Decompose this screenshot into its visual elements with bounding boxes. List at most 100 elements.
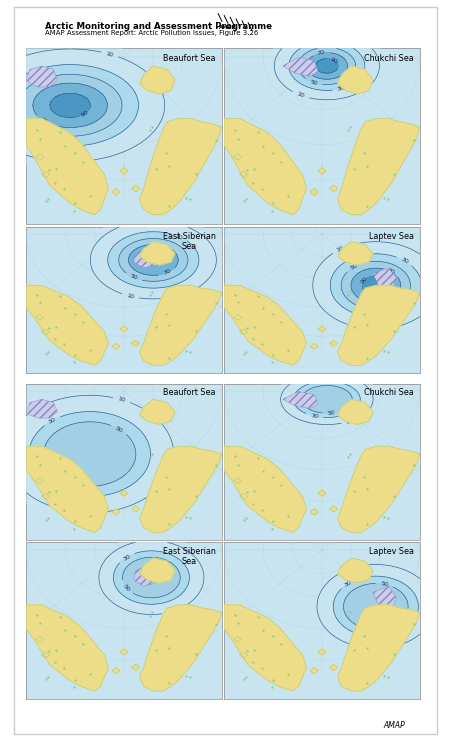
Polygon shape — [373, 586, 396, 609]
Polygon shape — [140, 558, 175, 583]
Text: Beaufort Sea: Beaufort Sea — [163, 388, 216, 397]
Polygon shape — [318, 490, 326, 496]
Polygon shape — [338, 605, 420, 691]
Text: 10: 10 — [297, 92, 306, 99]
Text: 30: 30 — [122, 553, 131, 562]
Polygon shape — [310, 509, 318, 515]
Text: Beaufort Sea: Beaufort Sea — [163, 54, 216, 63]
Polygon shape — [283, 57, 318, 77]
Text: 10: 10 — [126, 293, 135, 299]
Polygon shape — [240, 493, 248, 499]
Polygon shape — [120, 649, 128, 655]
Polygon shape — [42, 652, 50, 658]
Polygon shape — [224, 118, 306, 215]
Text: Laptev Sea: Laptev Sea — [369, 232, 414, 241]
Polygon shape — [283, 392, 318, 409]
Text: 10: 10 — [346, 565, 355, 572]
Text: 30: 30 — [344, 579, 353, 587]
Polygon shape — [134, 564, 159, 586]
Text: 30: 30 — [337, 85, 346, 92]
Polygon shape — [112, 343, 120, 349]
Text: AMAP Assessment Report: Arctic Pollution Issues, Figure 3.26: AMAP Assessment Report: Arctic Pollution… — [45, 30, 258, 36]
Text: 30: 30 — [175, 233, 184, 241]
Text: 70: 70 — [163, 269, 172, 276]
Text: 10: 10 — [166, 609, 175, 615]
Text: East Siberian
Sea: East Siberian Sea — [163, 547, 216, 566]
Polygon shape — [310, 668, 318, 673]
Polygon shape — [112, 668, 120, 673]
Polygon shape — [132, 665, 140, 670]
Polygon shape — [318, 649, 326, 655]
Text: 90: 90 — [329, 57, 339, 65]
Polygon shape — [42, 493, 50, 499]
Polygon shape — [26, 605, 108, 691]
Polygon shape — [240, 171, 248, 178]
Polygon shape — [224, 446, 306, 532]
Polygon shape — [318, 326, 326, 332]
Text: 70: 70 — [38, 116, 48, 125]
Polygon shape — [120, 490, 128, 496]
Polygon shape — [330, 506, 338, 512]
Polygon shape — [140, 66, 175, 94]
Text: East Siberian
Sea: East Siberian Sea — [163, 232, 216, 251]
Text: 70: 70 — [317, 50, 326, 56]
Polygon shape — [120, 168, 128, 174]
Polygon shape — [132, 340, 140, 346]
Polygon shape — [140, 285, 222, 365]
Polygon shape — [338, 118, 420, 215]
Polygon shape — [338, 399, 373, 425]
Polygon shape — [330, 185, 338, 192]
Polygon shape — [224, 605, 306, 691]
Polygon shape — [240, 329, 248, 335]
Polygon shape — [134, 247, 159, 268]
Polygon shape — [240, 652, 248, 658]
Polygon shape — [36, 636, 44, 642]
Polygon shape — [234, 478, 242, 484]
Polygon shape — [373, 268, 396, 290]
Polygon shape — [234, 636, 242, 642]
Text: 30: 30 — [33, 138, 42, 145]
Polygon shape — [338, 66, 373, 94]
Text: 50: 50 — [327, 410, 335, 416]
Polygon shape — [36, 314, 44, 320]
Text: 50: 50 — [129, 273, 139, 282]
Text: Chukchi Sea: Chukchi Sea — [364, 54, 414, 63]
Polygon shape — [234, 314, 242, 320]
Polygon shape — [330, 665, 338, 670]
Polygon shape — [338, 285, 420, 365]
Polygon shape — [338, 241, 373, 265]
Polygon shape — [140, 399, 175, 425]
Text: Chukchi Sea: Chukchi Sea — [364, 388, 414, 397]
Polygon shape — [26, 66, 58, 87]
Polygon shape — [140, 118, 222, 215]
Text: 30: 30 — [400, 257, 409, 265]
Text: Arctic Monitoring and Assessment Programme: Arctic Monitoring and Assessment Program… — [45, 22, 272, 31]
Polygon shape — [26, 446, 108, 532]
Text: Laptev Sea: Laptev Sea — [369, 547, 414, 556]
Polygon shape — [338, 558, 373, 583]
Polygon shape — [120, 326, 128, 332]
Polygon shape — [330, 340, 338, 346]
Text: 50: 50 — [380, 581, 389, 588]
Text: AMAP: AMAP — [383, 721, 405, 730]
Polygon shape — [310, 343, 318, 349]
Polygon shape — [140, 605, 222, 691]
Polygon shape — [36, 478, 44, 484]
Text: 50: 50 — [122, 583, 131, 592]
Polygon shape — [26, 118, 108, 215]
Text: 70: 70 — [387, 267, 396, 276]
Text: 50: 50 — [350, 262, 359, 270]
Text: 30: 30 — [310, 413, 319, 419]
Text: 10: 10 — [336, 245, 345, 253]
Text: 30: 30 — [48, 416, 57, 425]
Text: 10: 10 — [105, 51, 114, 57]
Text: AMAP: AMAP — [219, 25, 236, 31]
Text: 10: 10 — [346, 417, 355, 425]
Text: 90: 90 — [360, 276, 369, 285]
Polygon shape — [338, 446, 420, 532]
Polygon shape — [112, 509, 120, 515]
Polygon shape — [132, 185, 140, 192]
Polygon shape — [234, 153, 242, 160]
Text: 50: 50 — [115, 425, 124, 434]
Text: 10: 10 — [117, 396, 126, 403]
